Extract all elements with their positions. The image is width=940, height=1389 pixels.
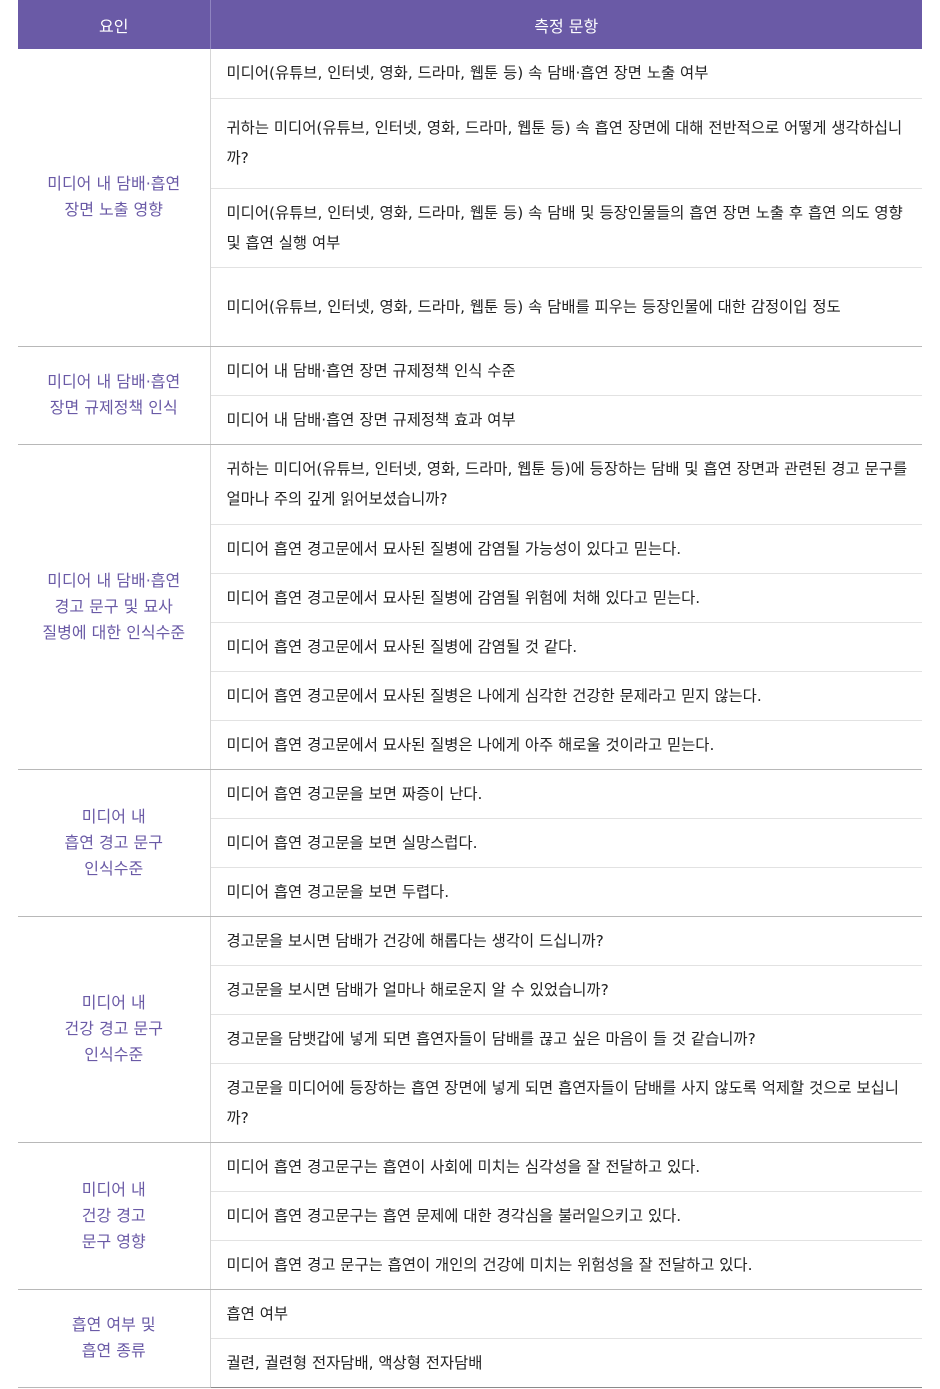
measurement-item-cell: 궐련, 궐련형 전자담배, 액상형 전자담배 [210, 1338, 922, 1388]
table-row: 미디어 내 담배·흡연 장면 규제정책 효과 여부 [18, 395, 922, 445]
table-row: 미디어 흡연 경고문에서 묘사된 질병에 감염될 위험에 처해 있다고 믿는다. [18, 573, 922, 623]
table-row: 미디어 흡연 경고문구는 흡연 문제에 대한 경각심을 불러일으키고 있다. [18, 1191, 922, 1241]
measurement-item-cell: 미디어 흡연 경고문을 보면 두렵다. [210, 867, 922, 917]
table-row: 미디어 흡연 경고 문구는 흡연이 개인의 건강에 미치는 위험성을 잘 전달하… [18, 1240, 922, 1290]
table-body: 미디어 내 담배·흡연 장면 노출 영향 미디어(유튜브, 인터넷, 영화, 드라… [18, 49, 922, 1388]
measurement-item-cell: 경고문을 보시면 담배가 얼마나 해로운지 알 수 있었습니까? [210, 965, 922, 1015]
table-row: 미디어 내 건강 경고 문구 영향 미디어 흡연 경고문구는 흡연이 사회에 미치… [18, 1142, 922, 1290]
survey-table-container: 요인 측정 문항 미디어 내 담배·흡연 장면 노출 영향 미디어(유튜브, 인터… [18, 0, 922, 1388]
table-row: 미디어(유튜브, 인터넷, 영화, 드라마, 웹툰 등) 속 담배를 피우는 등… [18, 267, 922, 347]
measurement-item-cell: 미디어 흡연 경고문구는 흡연 문제에 대한 경각심을 불러일으키고 있다. [210, 1191, 922, 1241]
table-row: 경고문을 미디어에 등장하는 흡연 장면에 넣게 되면 흡연자들이 담배를 사지… [18, 1063, 922, 1143]
factor-cell: 미디어 내 담배·흡연 경고 문구 및 묘사 질병에 대한 인식수준 [18, 444, 211, 770]
measurement-item-cell: 미디어 흡연 경고문에서 묘사된 질병은 나에게 심각한 건강한 문제라고 믿지… [210, 671, 922, 721]
measurement-item-cell: 미디어 흡연 경고문에서 묘사된 질병에 감염될 것 같다. [210, 622, 922, 672]
table-row: 궐련, 궐련형 전자담배, 액상형 전자담배 [18, 1338, 922, 1388]
measurement-item-cell: 미디어 흡연 경고문을 보면 실망스럽다. [210, 818, 922, 868]
measurement-item-cell: 미디어 흡연 경고문에서 묘사된 질병은 나에게 아주 해로울 것이라고 믿는다… [210, 720, 922, 770]
table-row: 미디어 흡연 경고문에서 묘사된 질병에 감염될 것 같다. [18, 622, 922, 672]
table-row: 미디어 흡연 경고문을 보면 두렵다. [18, 867, 922, 917]
measurement-item-cell: 미디어 흡연 경고문에서 묘사된 질병에 감염될 가능성이 있다고 믿는다. [210, 524, 922, 574]
table-row: 미디어 흡연 경고문에서 묘사된 질병에 감염될 가능성이 있다고 믿는다. [18, 524, 922, 574]
factor-cell: 미디어 내 흡연 경고 문구 인식수준 [18, 769, 211, 917]
measurement-item-cell: 미디어 흡연 경고 문구는 흡연이 개인의 건강에 미치는 위험성을 잘 전달하… [210, 1240, 922, 1290]
measurement-item-cell: 귀하는 미디어(유튜브, 인터넷, 영화, 드라마, 웹툰 등)에 등장하는 담… [210, 444, 922, 525]
measurement-item-cell: 미디어 흡연 경고문에서 묘사된 질병에 감염될 위험에 처해 있다고 믿는다. [210, 573, 922, 623]
table-row: 경고문을 보시면 담배가 얼마나 해로운지 알 수 있었습니까? [18, 965, 922, 1015]
header-factor: 요인 [18, 0, 211, 49]
table-row: 미디어(유튜브, 인터넷, 영화, 드라마, 웹툰 등) 속 담배 및 등장인물… [18, 188, 922, 268]
measurement-item-cell: 미디어(유튜브, 인터넷, 영화, 드라마, 웹툰 등) 속 담배 및 등장인물… [210, 188, 922, 268]
table-row: 미디어 흡연 경고문에서 묘사된 질병은 나에게 심각한 건강한 문제라고 믿지… [18, 671, 922, 721]
factor-cell: 미디어 내 건강 경고 문구 인식수준 [18, 916, 211, 1143]
measurement-item-cell: 미디어 내 담배·흡연 장면 규제정책 인식 수준 [210, 346, 922, 396]
table-row: 귀하는 미디어(유튜브, 인터넷, 영화, 드라마, 웹툰 등) 속 흡연 장면… [18, 98, 922, 189]
table-row: 경고문을 담뱃갑에 넣게 되면 흡연자들이 담배를 끊고 싶은 마음이 들 것 … [18, 1014, 922, 1064]
factor-cell: 미디어 내 담배·흡연 장면 규제정책 인식 [18, 346, 211, 445]
factor-cell: 미디어 내 담배·흡연 장면 노출 영향 [18, 49, 211, 347]
measurement-item-cell: 미디어 내 담배·흡연 장면 규제정책 효과 여부 [210, 395, 922, 445]
header-items: 측정 문항 [210, 0, 922, 49]
measurement-item-cell: 흡연 여부 [210, 1289, 922, 1339]
measurement-item-cell: 귀하는 미디어(유튜브, 인터넷, 영화, 드라마, 웹툰 등) 속 흡연 장면… [210, 98, 922, 189]
measurement-item-cell: 미디어 흡연 경고문구는 흡연이 사회에 미치는 심각성을 잘 전달하고 있다. [210, 1142, 922, 1192]
factor-cell: 흡연 여부 및 흡연 종류 [18, 1289, 211, 1388]
table-row: 미디어 흡연 경고문을 보면 실망스럽다. [18, 818, 922, 868]
factor-cell: 미디어 내 건강 경고 문구 영향 [18, 1142, 211, 1290]
table-row: 흡연 여부 및 흡연 종류 흡연 여부 [18, 1289, 922, 1388]
table-row: 미디어 내 건강 경고 문구 인식수준 경고문을 보시면 담배가 건강에 해롭다는… [18, 916, 922, 1143]
measurement-item-cell: 미디어 흡연 경고문을 보면 짜증이 난다. [210, 769, 922, 819]
measurement-items-table: 요인 측정 문항 미디어 내 담배·흡연 장면 노출 영향 미디어(유튜브, 인터… [18, 0, 922, 1388]
measurement-item-cell: 경고문을 미디어에 등장하는 흡연 장면에 넣게 되면 흡연자들이 담배를 사지… [210, 1063, 922, 1143]
measurement-item-cell: 미디어(유튜브, 인터넷, 영화, 드라마, 웹툰 등) 속 담배를 피우는 등… [210, 267, 922, 347]
measurement-item-cell: 경고문을 보시면 담배가 건강에 해롭다는 생각이 드십니까? [210, 916, 922, 966]
measurement-item-cell: 미디어(유튜브, 인터넷, 영화, 드라마, 웹툰 등) 속 담배·흡연 장면 … [210, 49, 922, 99]
table-row: 미디어 내 담배·흡연 장면 규제정책 인식 미디어 내 담배·흡연 장면 규제정… [18, 346, 922, 445]
table-row: 미디어 내 담배·흡연 경고 문구 및 묘사 질병에 대한 인식수준 귀하는 미디… [18, 444, 922, 770]
table-row: 미디어 내 흡연 경고 문구 인식수준 미디어 흡연 경고문을 보면 짜증이 난다… [18, 769, 922, 917]
measurement-item-cell: 경고문을 담뱃갑에 넣게 되면 흡연자들이 담배를 끊고 싶은 마음이 들 것 … [210, 1014, 922, 1064]
table-row: 미디어 흡연 경고문에서 묘사된 질병은 나에게 아주 해로울 것이라고 믿는다… [18, 720, 922, 770]
table-header-row: 요인 측정 문항 [18, 0, 922, 49]
table-row: 미디어 내 담배·흡연 장면 노출 영향 미디어(유튜브, 인터넷, 영화, 드라… [18, 49, 922, 347]
